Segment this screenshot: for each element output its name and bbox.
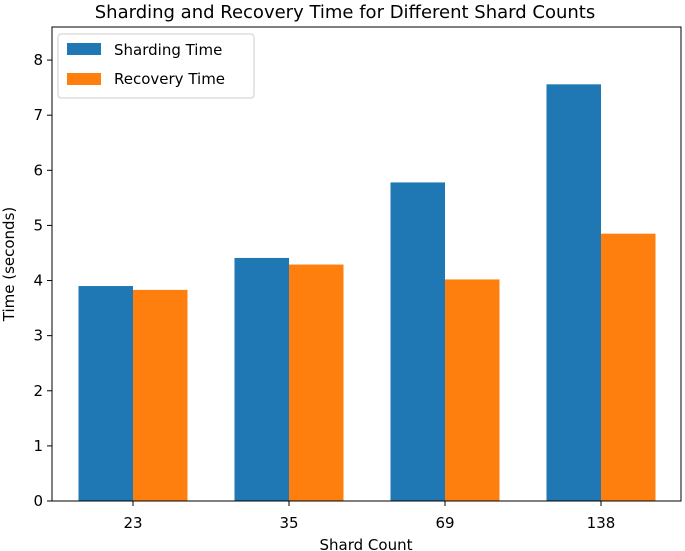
bar-recovery-time-35 [289,264,344,501]
legend-swatch-sharding-time [67,43,101,55]
legend-swatch-recovery-time [67,73,101,85]
legend-label-recovery-time: Recovery Time [114,70,225,88]
y-tick-label: 5 [33,216,43,234]
legend-label-sharding-time: Sharding Time [114,41,222,59]
y-axis-label: Time (seconds) [0,207,18,323]
bar-sharding-time-35 [234,257,289,501]
x-tick-label: 138 [587,514,616,532]
bar-recovery-time-23 [133,289,188,501]
y-tick-label: 2 [33,382,43,400]
x-axis-label: Shard Count [320,536,413,551]
chart-title: Sharding and Recovery Time for Different… [95,2,595,23]
x-tick-label: 23 [123,514,142,532]
legend-frame [57,33,255,99]
y-tick-label: 0 [33,492,43,510]
bar-sharding-time-138 [546,84,601,502]
y-tick-label: 7 [33,106,43,124]
bar-sharding-time-23 [78,286,133,501]
x-tick-label: 35 [279,514,298,532]
legend: Sharding Time Recovery Time [57,33,255,99]
x-tick-label: 69 [435,514,454,532]
y-tick-label: 8 [33,51,43,69]
y-tick-label: 6 [33,161,43,179]
y-tick-label: 4 [33,272,43,290]
y-tick-label: 3 [33,327,43,345]
bar-recovery-time-69 [445,279,500,501]
plot-frame [51,26,682,502]
bar-sharding-time-69 [390,182,445,501]
y-tick-label: 1 [33,437,43,455]
bar-recovery-time-138 [601,233,656,502]
